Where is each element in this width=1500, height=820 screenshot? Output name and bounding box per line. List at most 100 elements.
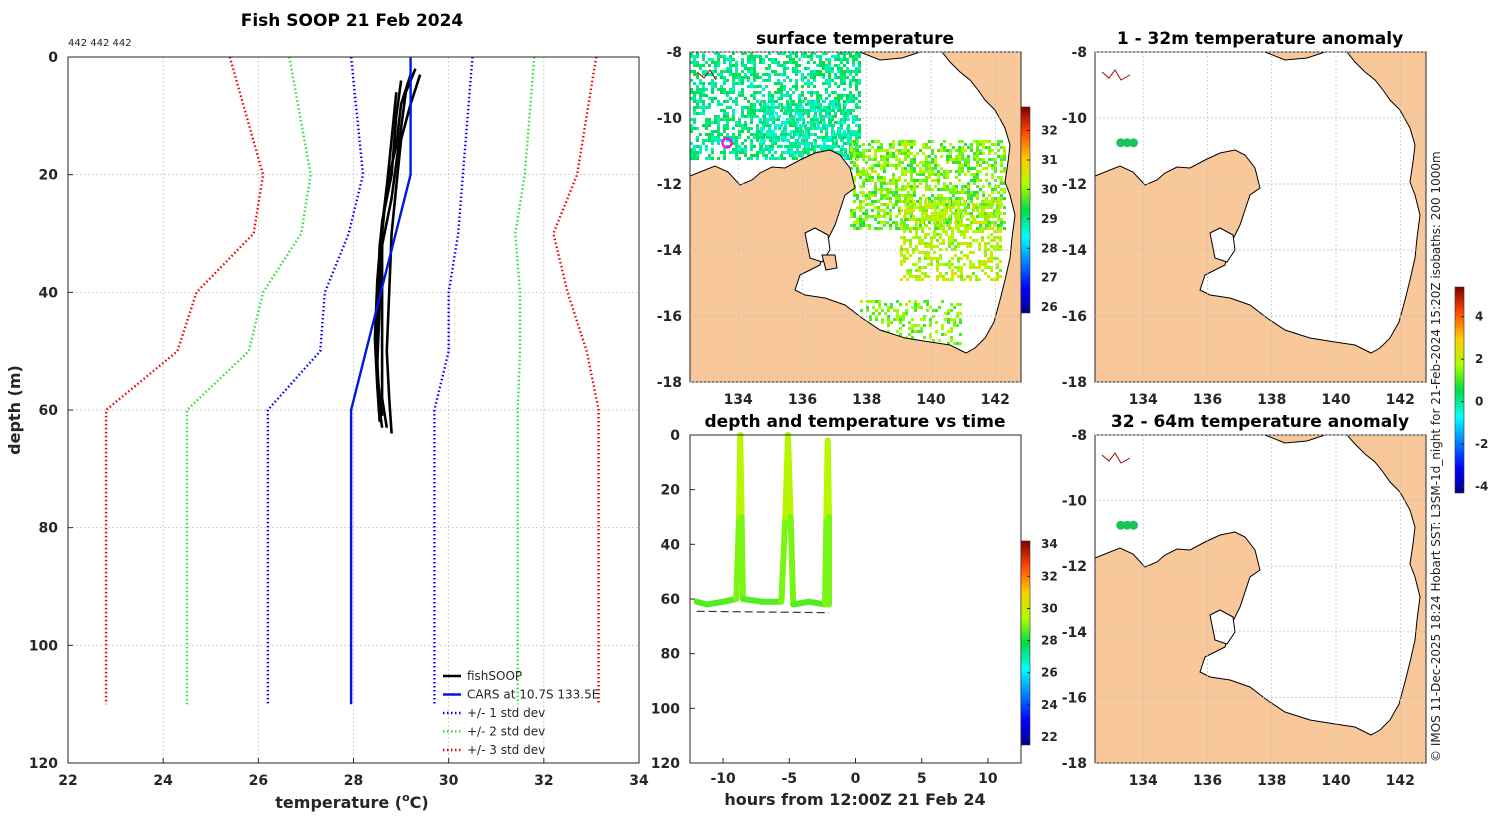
sst-pixel [807,151,810,154]
anomaly-1-png-land [1264,52,1326,61]
sst-pixel [899,315,902,318]
sst-pixel [901,140,904,143]
sst-pixel [916,164,919,167]
sst-pixel [849,52,852,55]
sst-pixel [825,64,828,67]
sst-pixel [852,121,855,124]
sst-pixel [886,152,889,155]
sst-pixel [822,52,825,55]
sst-pixel [793,115,796,118]
sst-pixel [744,67,747,70]
sst-pixel [951,212,954,215]
sst-pixel [991,167,994,170]
track-segment [738,514,746,602]
sst-pixel [723,112,726,115]
sst-lat-tick-label: -12 [657,177,682,193]
sst-pixel [935,309,938,312]
sst-pixel [993,245,996,248]
sst-pixel [774,127,777,130]
sst-pixel [750,58,753,61]
sst-pixel [1000,176,1003,179]
sst-pixel [906,200,909,203]
sst-pixel [783,61,786,64]
sst-pixel [898,194,901,197]
sst-pixel [892,203,895,206]
sst-pixel [913,140,916,143]
sst-pixel [955,212,958,215]
sst-pixel [696,103,699,106]
sst-pixel [937,176,940,179]
sst-pixel [798,94,801,97]
sst-pixel [1003,188,1006,191]
sst-pixel [947,312,950,315]
profile-x-tick-label: 34 [629,773,649,789]
sst-pixel [850,212,853,215]
sst-pixel [840,61,843,64]
sst-pixel [726,118,729,121]
sst-pixel [868,191,871,194]
sst-pixel [939,227,942,230]
groote-eylandt [821,254,838,271]
sst-pixel [823,115,826,118]
sst-pixel [711,82,714,85]
sst-pixel [750,52,753,55]
sst-pixel [877,221,880,224]
sst-pixel [964,164,967,167]
sst-pixel [930,236,933,239]
sst-pixel [847,139,850,142]
sst-pixel [979,158,982,161]
sst-pixel [841,121,844,124]
sst-pixel [901,173,904,176]
sst-pixel [804,151,807,154]
sst-pixel [913,227,916,230]
sst-pixel [772,121,775,124]
sst-pixel [990,203,993,206]
sst-pixel [735,139,738,142]
sst-pixel [771,70,774,73]
sst-pixel [741,130,744,133]
sst-pixel [909,269,912,272]
time-colorbar-tick-label: 32 [1041,569,1058,583]
sst-pixel [811,100,814,103]
sst-pixel [799,118,802,121]
sst-pixel [816,73,819,76]
anomaly-2-lat-tick-label: -10 [1062,494,1088,510]
sst-pixel [996,209,999,212]
sst-pixel [972,251,975,254]
sst-pixel [790,145,793,148]
sst-pixel [964,143,967,146]
sst-pixel [957,266,960,269]
sst-pixel [817,109,820,112]
sst-pixel [723,55,726,58]
sst-pixel [982,140,985,143]
sst-pixel [853,227,856,230]
sst-pixel [895,227,898,230]
sst-pixel [840,67,843,70]
sst-pixel [711,157,714,160]
sst-pixel [762,94,765,97]
sst-pixel [898,161,901,164]
sst-pixel [717,133,720,136]
sst-pixel [906,257,909,260]
sst-pixel [868,197,871,200]
sst-pixel [702,73,705,76]
sst-pixel [951,269,954,272]
sst-pixel [964,206,967,209]
sst-pixel [741,109,744,112]
sst-pixel [735,61,738,64]
sst-pixel [808,103,811,106]
sst-pixel [750,61,753,64]
sst-pixel [896,312,899,315]
sst-pixel [868,167,871,170]
sst-pixel [855,73,858,76]
sst-pixel [807,55,810,58]
sst-pixel [777,118,780,121]
sst-pixel [949,197,952,200]
sst-pixel [951,206,954,209]
sst-pixel [778,124,781,127]
sst-pixel [843,130,846,133]
sst-pixel [957,245,960,248]
sst-pixel [714,130,717,133]
sst-pixel [883,182,886,185]
sst-pixel [993,257,996,260]
